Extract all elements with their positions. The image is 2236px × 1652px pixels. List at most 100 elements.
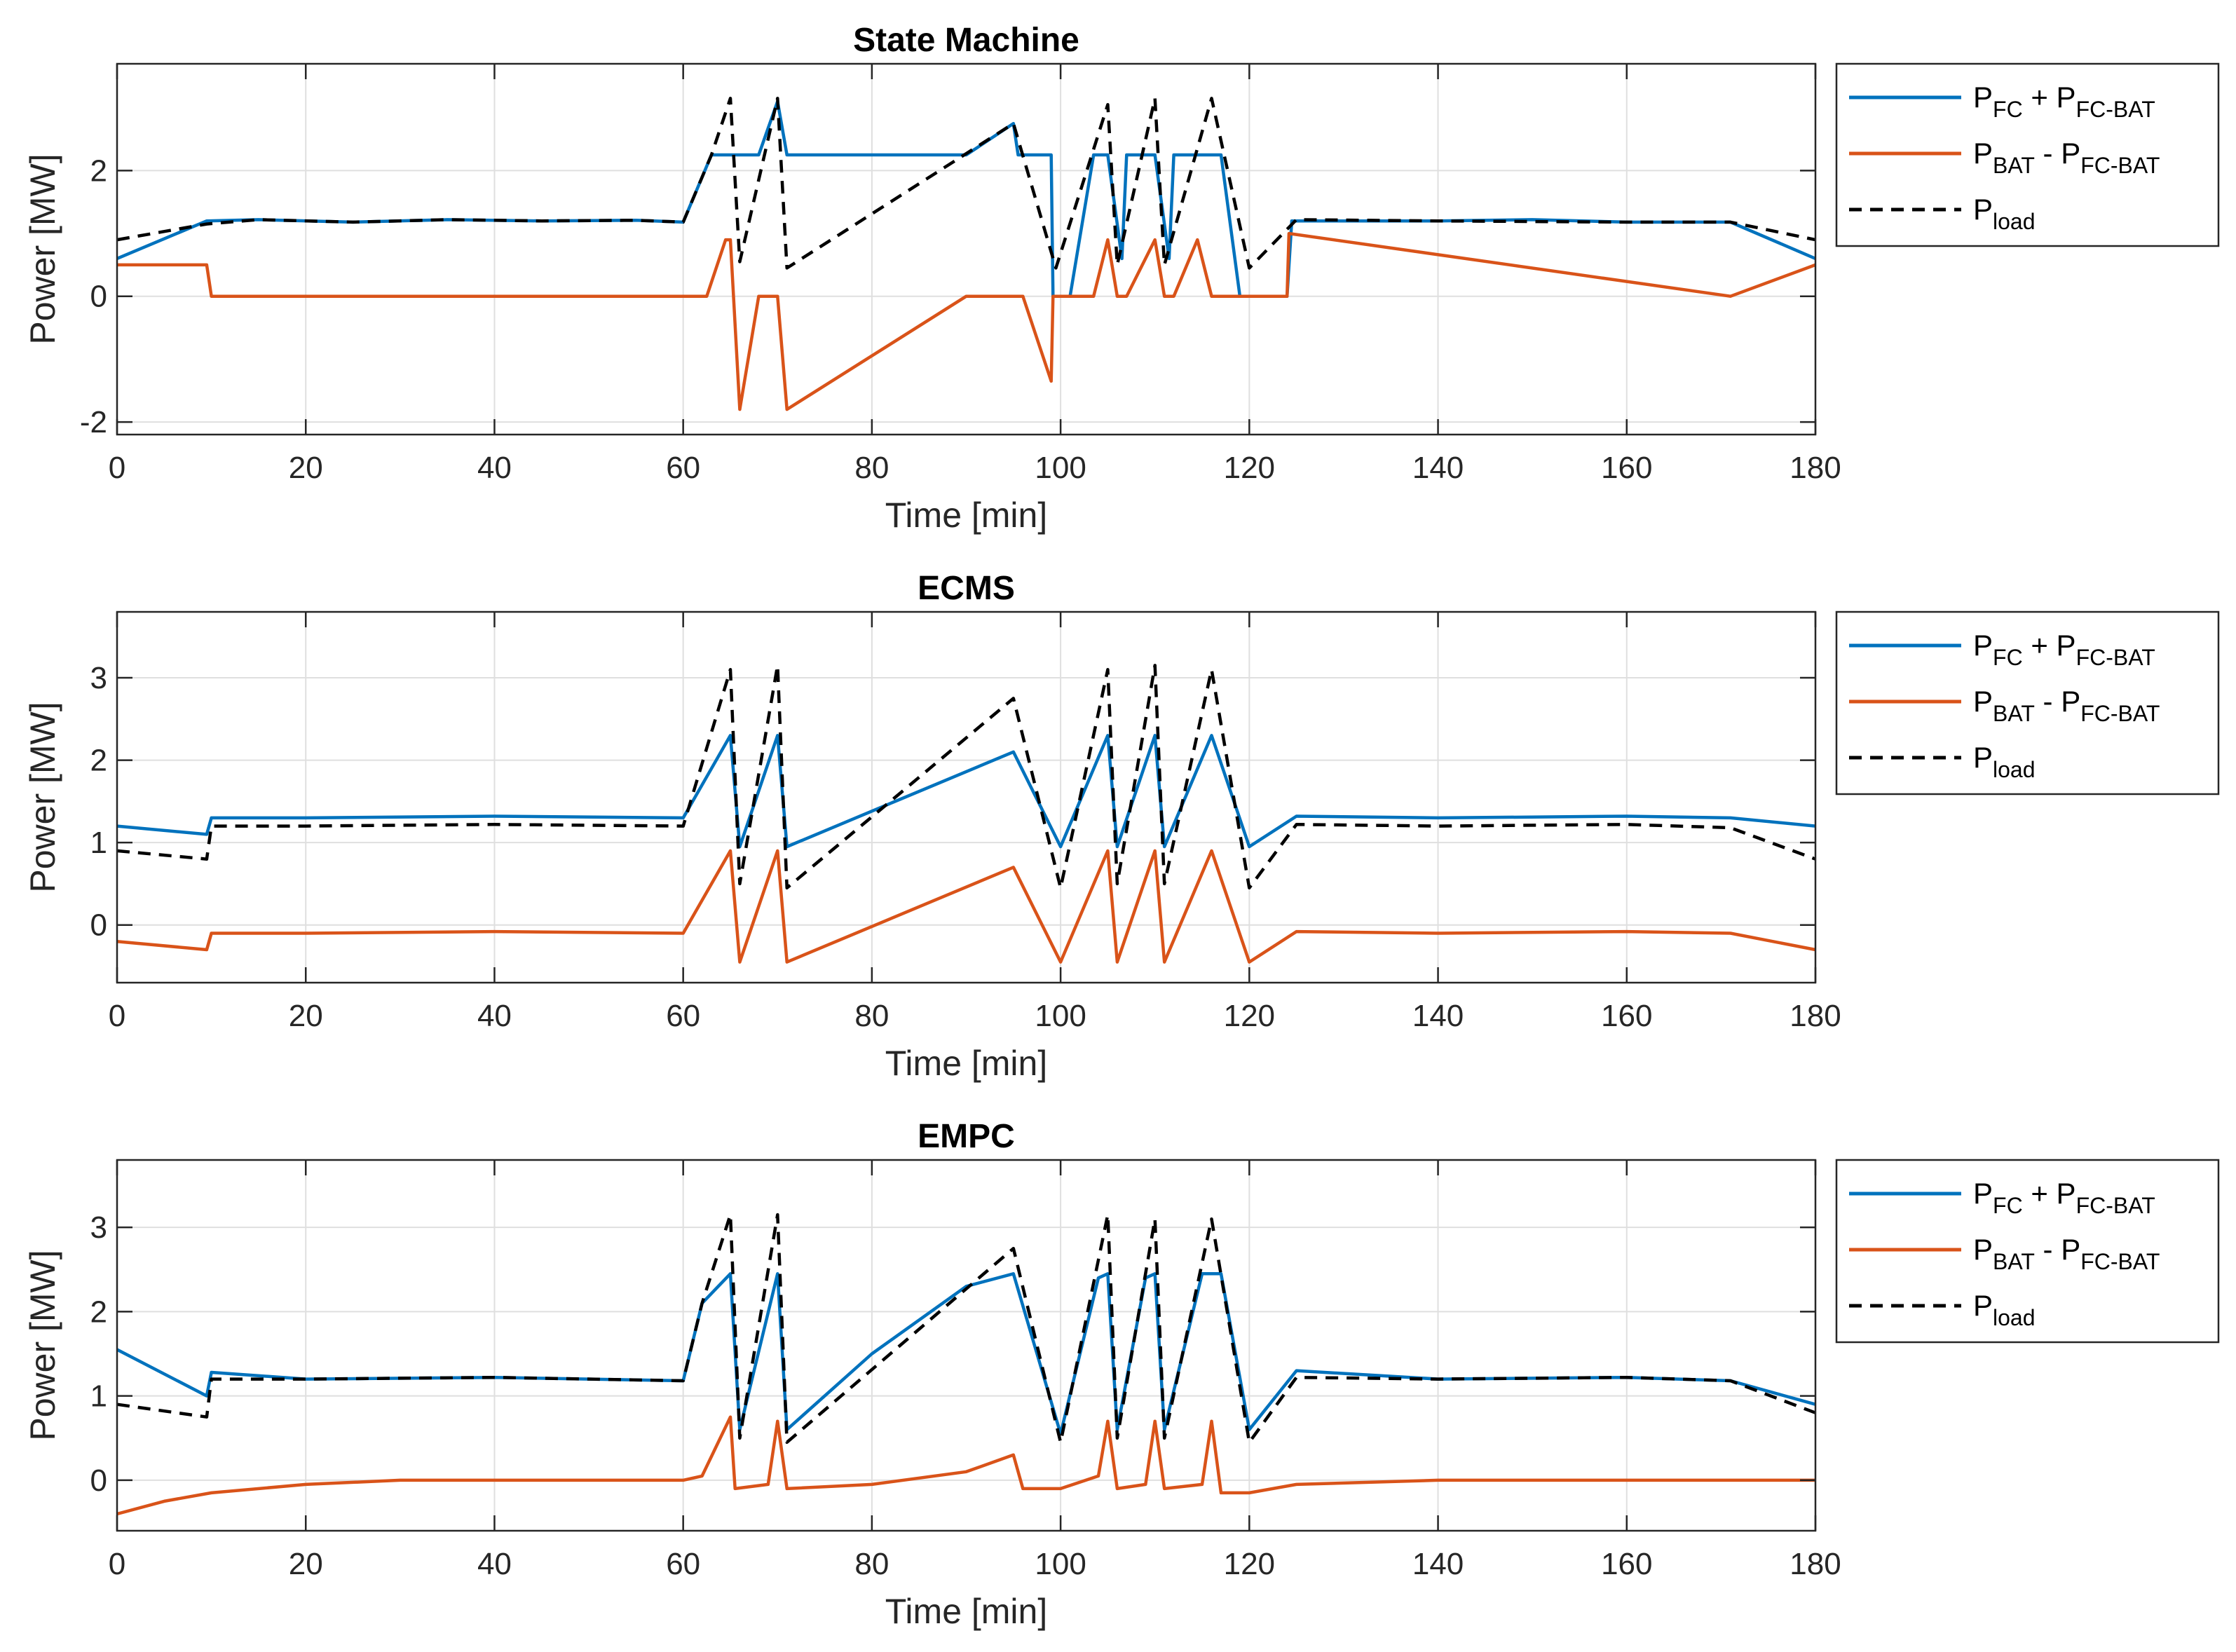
x-tick-label: 40 bbox=[477, 999, 512, 1033]
x-tick-label: 100 bbox=[1035, 451, 1086, 485]
x-tick-label: 0 bbox=[109, 999, 125, 1033]
y-tick-label: 3 bbox=[90, 661, 107, 695]
series-line-2 bbox=[116, 664, 1816, 890]
legend-sub: load bbox=[1993, 1305, 2036, 1330]
legend-operator: - bbox=[2035, 1233, 2061, 1266]
y-tick-label: 0 bbox=[90, 1463, 107, 1498]
y-tick-label: -2 bbox=[80, 405, 107, 439]
y-tick-label: 0 bbox=[90, 280, 107, 314]
legend-sub: load bbox=[1993, 757, 2036, 782]
legend-label-0: PFC + PFC-BAT bbox=[1973, 81, 2155, 122]
legend-label-2: Pload bbox=[1973, 193, 2036, 234]
legend-label-1: PBAT - PFC-BAT bbox=[1973, 1233, 2160, 1274]
legend-sub: BAT bbox=[1993, 1249, 2035, 1274]
legend-operator: + bbox=[2023, 629, 2057, 662]
legend-base: P bbox=[1973, 1289, 1993, 1322]
legend-sub2: FC-BAT bbox=[2080, 1249, 2160, 1274]
series-line-1 bbox=[117, 231, 1816, 411]
chart-title: EMPC bbox=[918, 1118, 1015, 1155]
y-axis-label: Power [MW] bbox=[23, 702, 62, 892]
x-tick-label: 20 bbox=[289, 1547, 323, 1581]
x-tick-label: 100 bbox=[1035, 999, 1086, 1033]
legend-base2: P bbox=[2057, 1177, 2076, 1210]
x-tick-label: 120 bbox=[1224, 1547, 1275, 1581]
x-tick-label: 60 bbox=[666, 451, 700, 485]
legend-base: P bbox=[1973, 1233, 1993, 1266]
y-tick-label: 1 bbox=[90, 826, 107, 860]
legend-box bbox=[1835, 1159, 2220, 1344]
y-axis-label: Power [MW] bbox=[23, 1250, 62, 1440]
y-tick-label: 2 bbox=[90, 744, 107, 778]
x-tick-label: 120 bbox=[1224, 451, 1275, 485]
x-tick-label: 0 bbox=[109, 451, 125, 485]
axes-box bbox=[116, 610, 1817, 984]
y-tick-label: 3 bbox=[90, 1210, 107, 1245]
legend-base2: P bbox=[2057, 629, 2076, 662]
legend-sub: FC bbox=[1993, 1193, 2023, 1218]
x-tick-label: 160 bbox=[1601, 451, 1652, 485]
x-axis-label: Time [min] bbox=[885, 496, 1048, 535]
chart-title: State Machine bbox=[853, 22, 1079, 59]
legend-base2: P bbox=[2061, 137, 2080, 170]
series-line-0 bbox=[116, 734, 1816, 849]
x-tick-label: 180 bbox=[1790, 451, 1841, 485]
x-tick-label: 80 bbox=[854, 1547, 889, 1581]
legend-operator: + bbox=[2023, 1177, 2057, 1210]
y-tick-label: 2 bbox=[90, 1295, 107, 1329]
axes-box bbox=[116, 1159, 1817, 1532]
legend-base: P bbox=[1973, 629, 1993, 662]
legend-sub: BAT bbox=[1993, 153, 2035, 178]
legend-sub2: FC-BAT bbox=[2080, 153, 2160, 178]
y-tick-label: 1 bbox=[90, 1379, 107, 1414]
x-tick-label: 60 bbox=[666, 999, 700, 1033]
chart-title: ECMS bbox=[918, 570, 1015, 607]
x-tick-label: 140 bbox=[1412, 999, 1464, 1033]
x-tick-label: 40 bbox=[477, 451, 512, 485]
x-tick-label: 0 bbox=[109, 1547, 125, 1581]
y-tick-label: 0 bbox=[90, 908, 107, 943]
legend-label-2: Pload bbox=[1973, 741, 2036, 782]
legend-sub: BAT bbox=[1993, 701, 2035, 726]
x-tick-label: 140 bbox=[1412, 1547, 1464, 1581]
legend-sub: FC bbox=[1993, 645, 2023, 670]
x-tick-label: 40 bbox=[477, 1547, 512, 1581]
legend-operator: - bbox=[2035, 137, 2061, 170]
legend-base2: P bbox=[2061, 1233, 2080, 1266]
legend-sub2: FC-BAT bbox=[2076, 1193, 2155, 1218]
x-tick-label: 120 bbox=[1224, 999, 1275, 1033]
legend-base: P bbox=[1973, 81, 1993, 114]
series-line-2 bbox=[116, 1213, 1816, 1445]
x-tick-label: 100 bbox=[1035, 1547, 1086, 1581]
x-axis-label: Time [min] bbox=[885, 1592, 1048, 1631]
chart-panel-1: 0 20 40 60 80 100 120 140 160 180 0 1 2 3 ECMS Time [mi… bbox=[23, 570, 2220, 1083]
legend-base: P bbox=[1973, 137, 1993, 170]
legend-label-1: PBAT - PFC-BAT bbox=[1973, 685, 2160, 726]
legend-base: P bbox=[1973, 193, 1993, 226]
x-tick-label: 180 bbox=[1790, 999, 1841, 1033]
legend-base: P bbox=[1973, 685, 1993, 718]
x-tick-label: 140 bbox=[1412, 451, 1464, 485]
series-line-2 bbox=[116, 97, 1816, 270]
y-axis-label: Power [MW] bbox=[23, 153, 62, 344]
legend-operator: + bbox=[2023, 81, 2057, 114]
x-tick-label: 20 bbox=[289, 999, 323, 1033]
legend-base: P bbox=[1973, 1177, 1993, 1210]
axes-box bbox=[116, 62, 1817, 436]
series-line-1 bbox=[116, 849, 1816, 964]
legend-base2: P bbox=[2061, 685, 2080, 718]
legend-sub: load bbox=[1993, 209, 2036, 234]
x-tick-label: 80 bbox=[854, 451, 889, 485]
legend-sub2: FC-BAT bbox=[2080, 701, 2160, 726]
x-tick-label: 180 bbox=[1790, 1547, 1841, 1581]
legend-label-0: PFC + PFC-BAT bbox=[1973, 629, 2155, 670]
legend-base2: P bbox=[2057, 81, 2076, 114]
x-tick-label: 160 bbox=[1601, 999, 1652, 1033]
legend-sub2: FC-BAT bbox=[2076, 97, 2155, 122]
plot-area bbox=[117, 1160, 1815, 1531]
legend-base: P bbox=[1973, 741, 1993, 774]
legend-label-2: Pload bbox=[1973, 1289, 2036, 1330]
